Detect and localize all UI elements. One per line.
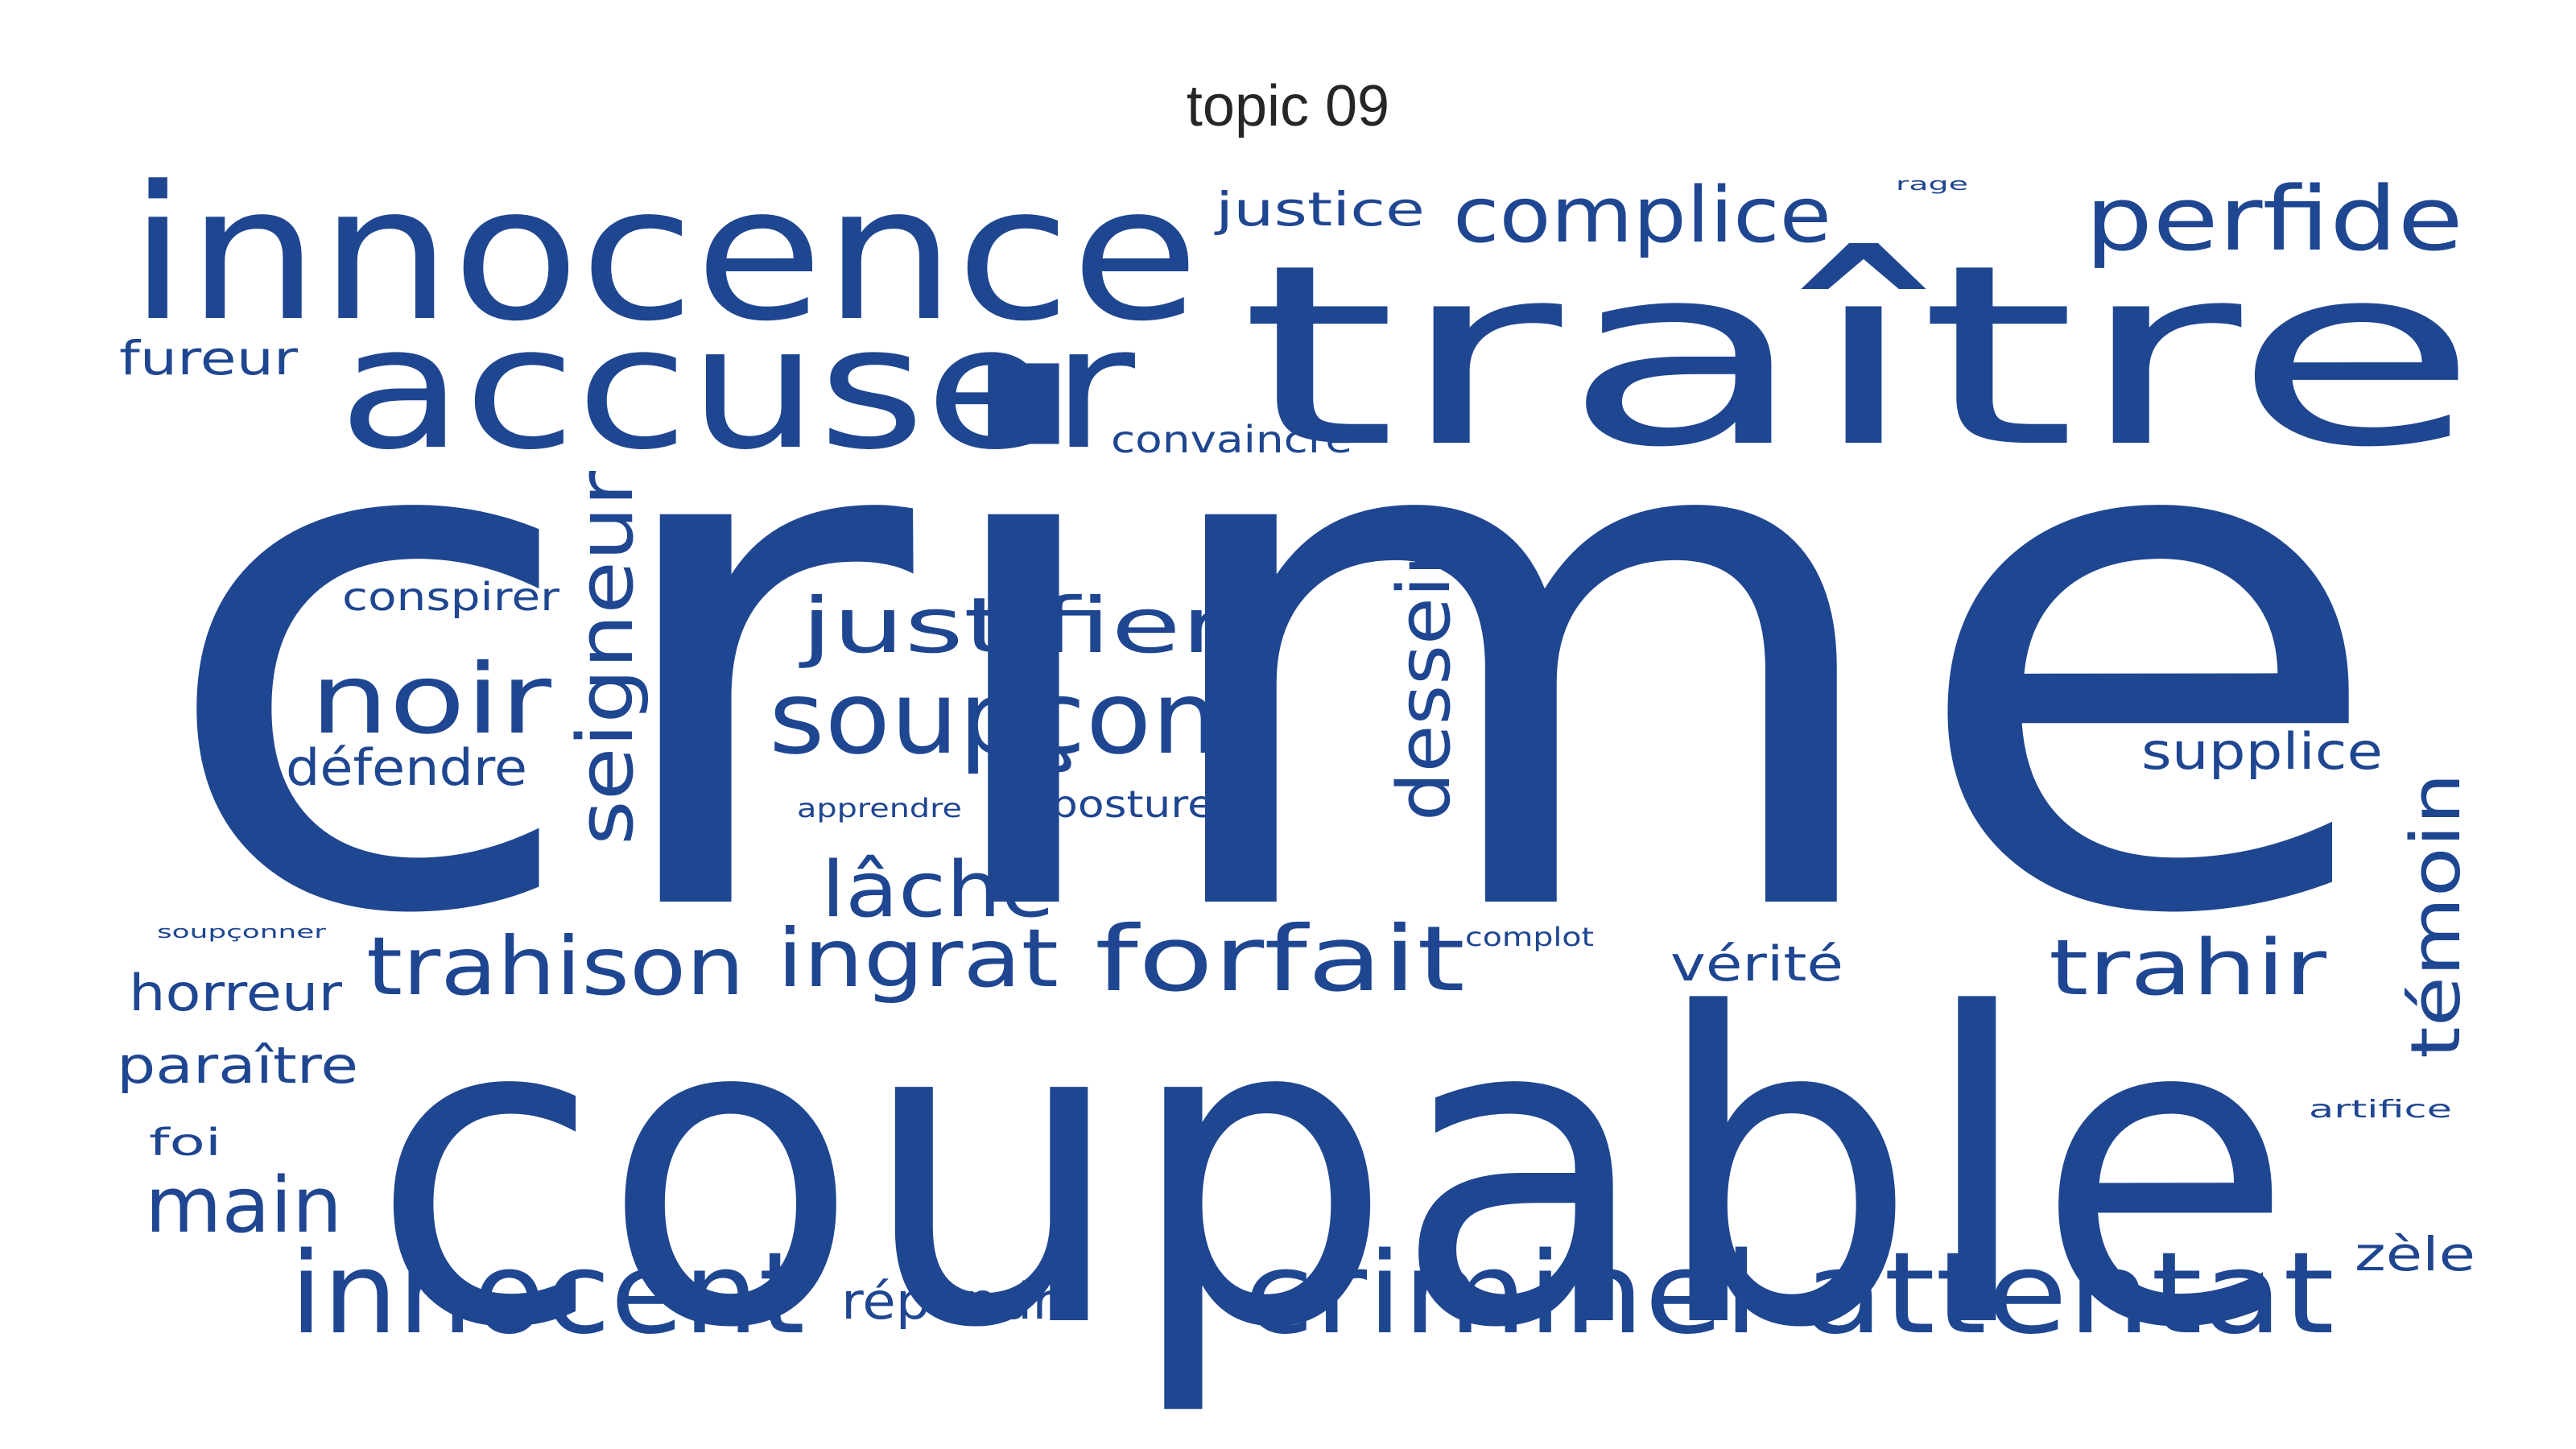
word-ingrat: ingrat xyxy=(777,911,1059,1005)
word-rage: rage xyxy=(1896,175,1968,195)
chart-title: topic 09 xyxy=(1186,74,1390,138)
word-lache: lâche xyxy=(821,846,1055,935)
word-repondre: répondre xyxy=(841,1272,1087,1331)
word-traitre: traître xyxy=(1240,212,2479,502)
word-soupconner: soupçonner xyxy=(157,923,328,943)
word-seigneur: seigneur xyxy=(562,470,650,845)
word-apprendre: apprendre xyxy=(797,793,962,824)
word-paraitre: paraître xyxy=(117,1036,358,1095)
word-temoin: témoin xyxy=(2396,773,2476,1059)
word-coupable: coupable xyxy=(370,924,2294,1421)
word-criminel: criminel xyxy=(1244,1228,1759,1360)
word-verite: vérité xyxy=(1670,936,1843,993)
word-trahir: trahir xyxy=(2049,924,2327,1013)
word-artifice: artifice xyxy=(2309,1096,2452,1124)
word-supplice: supplice xyxy=(2141,722,2383,781)
word-conspirer: conspirer xyxy=(342,575,559,620)
word-complice: complice xyxy=(1453,171,1831,260)
word-imposture: imposture xyxy=(997,782,1214,826)
word-perfide: perfide xyxy=(2085,167,2463,270)
word-dessein: dessein xyxy=(1382,527,1467,821)
word-innocence: innocence xyxy=(129,147,1199,362)
word-innocent: innocent xyxy=(290,1228,805,1360)
word-horreur: horreur xyxy=(129,964,343,1022)
word-foi: foi xyxy=(149,1121,221,1164)
word-crime: crime xyxy=(153,244,2391,1069)
word-soupcon: soupçon xyxy=(769,660,1220,777)
word-convaincre: convaincre xyxy=(1111,418,1352,461)
word-fureur: fureur xyxy=(119,331,298,386)
word-forfait: forfait xyxy=(1095,907,1465,1012)
word-noir: noir xyxy=(310,644,552,756)
word-defendre: défendre xyxy=(286,738,527,797)
word-main: main xyxy=(145,1162,342,1250)
word-zele: zèle xyxy=(2355,1227,2475,1282)
word-trahison: trahison xyxy=(366,919,745,1013)
word-complot: complot xyxy=(1465,922,1594,952)
word-attentat: attentat xyxy=(1803,1228,2334,1360)
word-justifier: justifier xyxy=(799,582,1228,671)
word-justice: justice xyxy=(1213,182,1425,237)
word-accuser: accuser xyxy=(338,290,1136,487)
